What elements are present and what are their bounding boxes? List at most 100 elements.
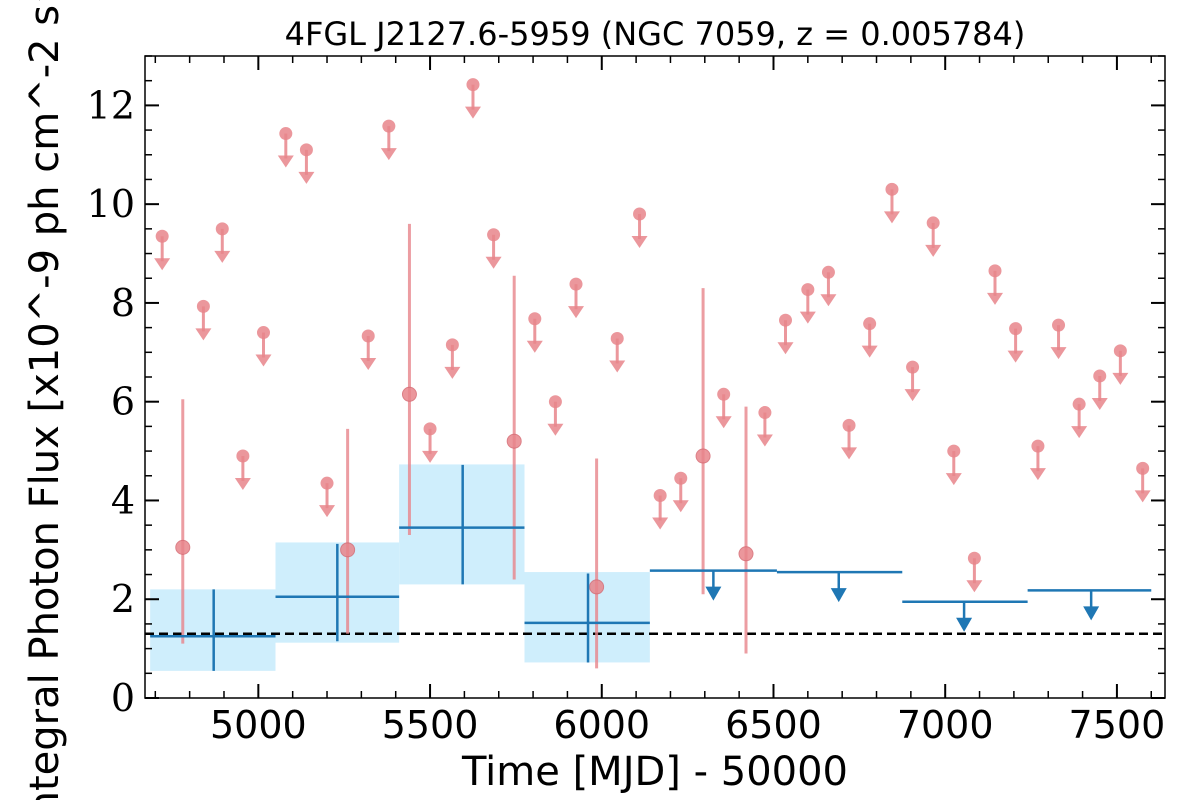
x-tick-label: 5500 bbox=[382, 703, 479, 747]
upper-limit-arrow bbox=[1091, 398, 1108, 411]
x-tick-label: 7500 bbox=[1069, 703, 1166, 747]
upper-limit-point bbox=[569, 277, 583, 291]
upper-limit-arrow bbox=[1112, 372, 1129, 385]
upper-limit-point bbox=[967, 551, 981, 565]
upper-limit-point bbox=[758, 406, 772, 420]
y-tick-label: 2 bbox=[111, 577, 135, 621]
data-point bbox=[175, 539, 191, 555]
x-axis-label: Time [MJD] - 50000 bbox=[461, 749, 848, 795]
upper-limit-point bbox=[633, 207, 647, 221]
x-tick-label: 5000 bbox=[210, 703, 307, 747]
data-point bbox=[589, 579, 605, 595]
upper-limit-point bbox=[320, 476, 334, 490]
upper-limit-point bbox=[548, 395, 562, 409]
data-point bbox=[506, 433, 522, 449]
upper-limit-point bbox=[361, 329, 375, 343]
upper-limit-point bbox=[1113, 344, 1127, 358]
data-point bbox=[738, 546, 754, 562]
upper-limit-point bbox=[653, 489, 667, 503]
upper-limit-arrow bbox=[841, 447, 858, 460]
upper-limit-arrow bbox=[568, 306, 585, 319]
x-axis-tick-labels: 5000 5500 6000 6500 7000 7500 bbox=[210, 703, 1165, 747]
upper-limit-arrow bbox=[547, 423, 564, 436]
upper-limit-point bbox=[236, 449, 250, 463]
upper-limit-point bbox=[279, 127, 293, 141]
y-tick-label: 4 bbox=[111, 478, 135, 522]
upper-limit-arrow bbox=[360, 358, 377, 371]
axis-ticks bbox=[144, 55, 1166, 699]
y-axis-label: Integral Photon Flux [x10^-9 ph cm^-2 s^… bbox=[22, 0, 68, 800]
upper-limit-arrow bbox=[1134, 490, 1151, 503]
upper-limit-arrow bbox=[1050, 347, 1067, 360]
upper-limit-arrow bbox=[485, 256, 502, 269]
upper-limit-arrow bbox=[987, 292, 1003, 305]
upper-limit-arrow bbox=[904, 389, 921, 402]
upper-limit-arrow bbox=[966, 580, 983, 593]
y-tick-label: 12 bbox=[87, 83, 135, 127]
upper-limit-point bbox=[1072, 397, 1086, 411]
upper-limit-point bbox=[821, 265, 835, 279]
upper-limit-point bbox=[842, 418, 856, 432]
upper-limit-point bbox=[717, 387, 731, 401]
upper-limit-point bbox=[215, 222, 229, 236]
upper-limit-arrow bbox=[861, 345, 878, 358]
upper-limit-point bbox=[423, 422, 437, 436]
upper-limit-point bbox=[906, 360, 920, 374]
upper-limit-arrow bbox=[277, 155, 294, 168]
x-tick-label: 6500 bbox=[725, 703, 822, 747]
upper-limit-arrow bbox=[255, 354, 272, 367]
upper-limit-point bbox=[926, 216, 940, 230]
upper-limit-arrow bbox=[609, 360, 626, 373]
upper-limit-arrow bbox=[298, 171, 315, 184]
upper-limit-point bbox=[155, 229, 169, 243]
y-tick-label: 0 bbox=[111, 676, 135, 720]
data-point bbox=[340, 542, 356, 558]
upper-limit-arrow bbox=[195, 328, 212, 341]
upper-limit-arrow bbox=[154, 258, 171, 271]
upper-limit-arrow bbox=[1007, 350, 1024, 363]
upper-limit-point bbox=[1009, 322, 1023, 336]
upper-limit-arrow bbox=[380, 148, 397, 161]
upper-limit-arrow bbox=[715, 416, 732, 429]
upper-limit-arrow bbox=[945, 473, 962, 486]
upper-limit-point bbox=[487, 228, 501, 242]
upper-limit-arrow bbox=[820, 294, 837, 307]
upper-limit-arrow bbox=[883, 211, 900, 224]
plot-area bbox=[145, 78, 1165, 671]
upper-limit-point bbox=[196, 299, 210, 313]
y-tick-label: 6 bbox=[111, 380, 135, 424]
upper-limit-point bbox=[801, 283, 815, 297]
upper-limit-arrow bbox=[799, 311, 816, 324]
upper-limit-arrow bbox=[672, 500, 689, 513]
upper-limit-arrow bbox=[777, 342, 794, 355]
upper-limit-point bbox=[779, 313, 793, 327]
y-tick-label: 10 bbox=[87, 182, 135, 226]
upper-limit-point bbox=[382, 119, 396, 133]
upper-limit-point bbox=[466, 78, 480, 92]
upper-limit-point bbox=[445, 338, 459, 352]
y-tick-label: 8 bbox=[111, 281, 135, 325]
upper-limit-arrow bbox=[631, 236, 648, 249]
x-tick-label: 7000 bbox=[897, 703, 994, 747]
upper-limit-arrow bbox=[234, 478, 251, 491]
upper-limit-point bbox=[1093, 369, 1107, 383]
upper-limit-arrow bbox=[956, 617, 973, 632]
upper-limit-point bbox=[299, 143, 313, 157]
upper-limit-point bbox=[988, 264, 1002, 278]
upper-limit-arrow bbox=[214, 250, 231, 263]
upper-limit-arrow bbox=[1071, 426, 1088, 439]
upper-limit-arrow bbox=[1083, 606, 1100, 621]
upper-limit-arrow bbox=[526, 340, 543, 353]
upper-limit-point bbox=[1031, 439, 1045, 453]
upper-limit-point bbox=[1136, 461, 1150, 475]
upper-limit-point bbox=[863, 317, 877, 331]
upper-limit-point bbox=[256, 326, 270, 340]
upper-limit-arrow bbox=[422, 450, 439, 463]
y-axis-tick-labels: 0 2 4 6 8 10 12 bbox=[87, 83, 135, 720]
upper-limit-arrow bbox=[756, 434, 773, 447]
upper-limit-point bbox=[885, 182, 899, 196]
upper-limit-point bbox=[528, 312, 542, 326]
upper-limit-arrow bbox=[444, 366, 461, 379]
upper-limit-arrow bbox=[464, 106, 481, 119]
upper-limit-arrow bbox=[925, 244, 942, 257]
